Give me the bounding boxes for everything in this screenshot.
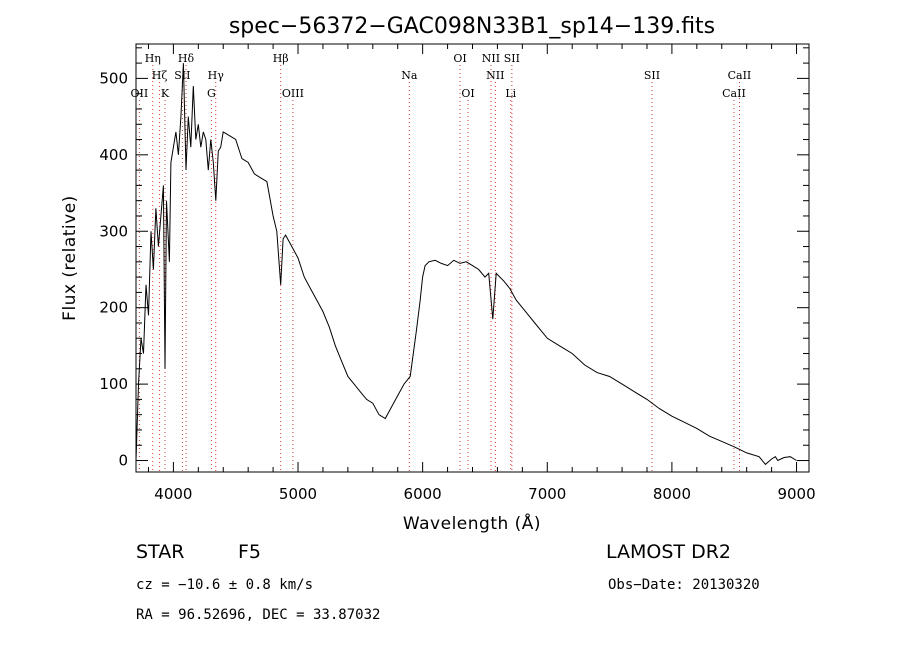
spectral-line-label: Hη (145, 52, 161, 65)
x-tick-label: 7000 (528, 485, 566, 503)
spectral-line-label: NII (482, 52, 500, 65)
x-tick-label: 8000 (653, 485, 691, 503)
y-axis-label: Flux (relative) (60, 195, 80, 321)
spectral-line-label: Hβ (273, 52, 289, 65)
spectral-line-label: Na (401, 69, 418, 82)
object-class: STAR (136, 541, 184, 563)
x-tick-label: 9000 (777, 485, 815, 503)
spectral-line-label: CaII (728, 69, 752, 82)
spectral-line-label: G (207, 87, 216, 100)
spectral-line-label: CaII (722, 87, 746, 100)
plot-frame (135, 43, 810, 473)
x-axis-label: Wavelength (Å) (403, 512, 541, 534)
spectral-line-label: Li (505, 87, 516, 100)
y-tick-label: 100 (99, 375, 128, 393)
obs-date: Obs−Date: 20130320 (608, 577, 760, 593)
object-subclass: F5 (238, 541, 261, 563)
survey-name: LAMOST DR2 (606, 541, 731, 563)
x-tick-label: 5000 (279, 485, 317, 503)
y-tick-label: 200 (99, 299, 128, 317)
ra-dec: RA = 96.52696, DEC = 33.87032 (136, 607, 380, 623)
spectral-line-label: Hζ (152, 69, 168, 82)
y-tick-label: 300 (99, 222, 128, 240)
spectral-line-label: Hδ (178, 52, 195, 65)
spectral-line-label: NII (486, 69, 504, 82)
chart-title: spec−56372−GAC098N33B1_sp14−139.fits (229, 14, 715, 39)
y-axis-ticks: 0 100 200 300 400 500 (99, 47, 809, 470)
spectrum-series-line (135, 63, 797, 466)
x-tick-label: 6000 (404, 485, 442, 503)
y-tick-label: 400 (99, 146, 128, 164)
spectral-line-label: Hγ (208, 69, 225, 82)
spectral-line-label: OIII (282, 87, 304, 100)
spectral-line-label: OI (461, 87, 474, 100)
spectral-line-label: SII (644, 69, 660, 82)
x-tick-label: 4000 (154, 485, 192, 503)
y-tick-label: 0 (118, 452, 128, 470)
plot-area (135, 63, 797, 466)
redshift-cz: cz = −10.6 ± 0.8 km/s (136, 577, 313, 593)
spectral-line-label: SII (504, 52, 520, 65)
x-axis-ticks: 4000 5000 6000 7000 8000 9000 (147, 44, 816, 503)
y-tick-label: 500 (99, 69, 128, 87)
spectral-line-label: K (161, 87, 170, 100)
spectral-line-label: OI (453, 52, 466, 65)
